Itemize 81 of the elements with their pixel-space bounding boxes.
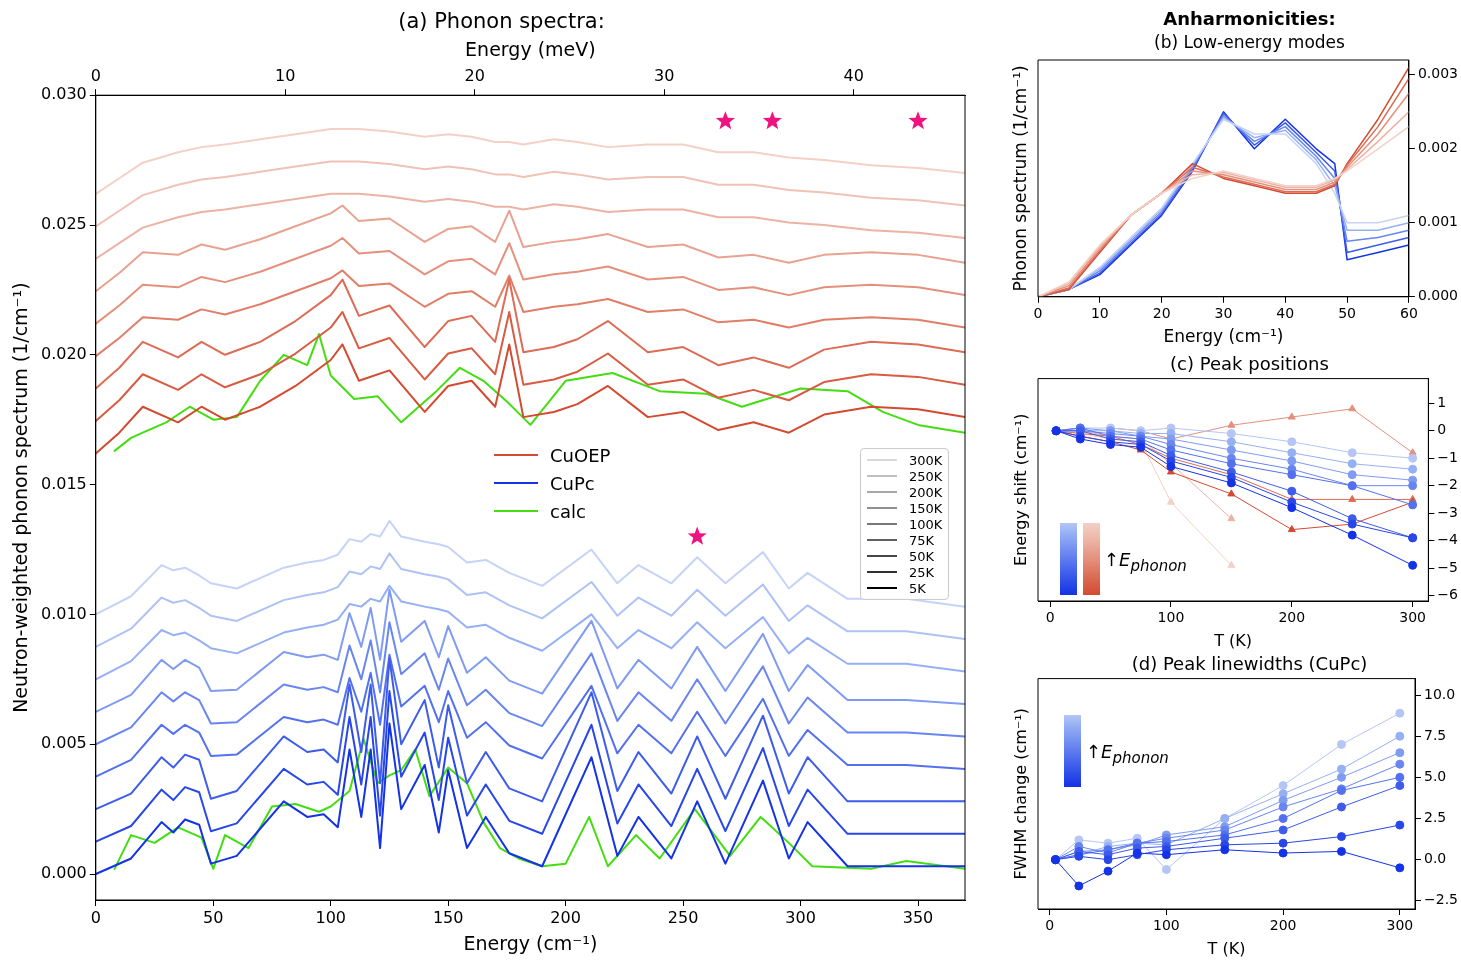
y-axis-title: Energy shift (cm⁻¹) xyxy=(1011,413,1031,567)
y-tick-label: 0.001 xyxy=(1417,213,1459,230)
chart-title: (d) Peak linewidths (CuPc) xyxy=(1131,653,1368,675)
x2-axis-title: Energy (meV) xyxy=(465,37,596,60)
x-tick-label: 350 xyxy=(902,907,934,927)
annotation: ↑E$_{phonon}$ xyxy=(1104,549,1187,575)
y-tick-label: 5.0 xyxy=(1424,767,1447,784)
y-tick-label: −2.5 xyxy=(1424,891,1458,908)
y-tick-label: −3 xyxy=(1437,503,1458,520)
y-tick-label: 1 xyxy=(1437,393,1447,410)
y-tick-label: 0.005 xyxy=(40,733,87,753)
x-tick-label: 50 xyxy=(203,907,224,927)
legend-label: CuOEP xyxy=(550,444,611,466)
legend-label: 50K xyxy=(909,548,935,564)
y-tick-label: −6 xyxy=(1437,586,1459,603)
y-tick-label: −2 xyxy=(1437,476,1458,493)
y-tick-label: 0.0 xyxy=(1424,850,1447,867)
y-tick-label: 0.003 xyxy=(1417,65,1459,82)
legend-label: 150K xyxy=(909,500,943,516)
chart-title: (c) Peak positions xyxy=(1170,353,1329,375)
annotation: ↑E$_{phonon}$ xyxy=(1086,741,1169,767)
x-tick-label: 300 xyxy=(785,907,816,927)
y-axis-title: Phonon spectrum (1/cm⁻¹) xyxy=(1010,65,1031,292)
x-tick-label: 0 xyxy=(1045,917,1055,934)
x-tick-label: 50 xyxy=(1338,304,1357,321)
x-tick-label: 30 xyxy=(1214,304,1233,321)
y-tick-label: 0.015 xyxy=(40,473,87,493)
y-tick-label: 10.0 xyxy=(1424,685,1456,702)
x-axis-title: T (K) xyxy=(1213,630,1253,650)
y-tick-label: 0.010 xyxy=(40,603,87,623)
y-tick-label: −5 xyxy=(1437,558,1458,575)
legend-label: 5K xyxy=(909,580,926,596)
chart-subtitle: (b) Low-energy modes xyxy=(1154,32,1346,53)
x2-tick-label: 40 xyxy=(843,65,864,85)
x-tick-label: 60 xyxy=(1400,304,1418,321)
x-axis-title: T (K) xyxy=(1206,938,1246,958)
x-tick-label: 0 xyxy=(90,907,101,927)
x2-tick-label: 30 xyxy=(654,65,675,85)
x-tick-label: 300 xyxy=(1399,609,1427,626)
x-tick-label: 200 xyxy=(1269,917,1297,934)
y-tick-label: 0.000 xyxy=(40,863,87,883)
y-tick-label: 0.030 xyxy=(40,84,87,104)
legend-label: 250K xyxy=(909,468,943,484)
chart-title: (a) Phonon spectra: xyxy=(398,9,605,34)
y-tick-label: 0.025 xyxy=(40,214,87,234)
y-tick-label: −4 xyxy=(1437,531,1459,548)
x-tick-label: 200 xyxy=(1278,609,1306,626)
legend-label: 25K xyxy=(909,564,935,580)
x-tick-label: 20 xyxy=(1152,304,1171,321)
x-tick-label: 0 xyxy=(1045,609,1055,626)
legend-label: calc xyxy=(550,500,586,522)
x-tick-label: 100 xyxy=(1153,917,1180,934)
y-tick-label: −1 xyxy=(1437,448,1458,465)
x2-tick-label: 0 xyxy=(90,65,101,85)
x-tick-label: 250 xyxy=(667,907,699,927)
legend-label: CuPc xyxy=(550,472,595,494)
x2-tick-label: 20 xyxy=(464,65,485,85)
x-axis-title: Energy (cm⁻¹) xyxy=(463,931,598,954)
x-tick-label: 100 xyxy=(1157,609,1185,626)
x-tick-label: 0 xyxy=(1033,304,1043,321)
y-tick-label: 2.5 xyxy=(1424,809,1447,826)
legend-label: 100K xyxy=(909,516,943,532)
x-tick-label: 300 xyxy=(1386,917,1414,934)
chart-title: Anharmonicities: xyxy=(1163,8,1336,30)
y-tick-label: 7.5 xyxy=(1424,726,1447,743)
x-tick-label: 150 xyxy=(432,907,464,927)
y-axis-title: FWHM change (cm⁻¹) xyxy=(1011,707,1031,880)
y-tick-label: 0.002 xyxy=(1417,139,1459,156)
legend-label: 200K xyxy=(909,484,943,500)
x-tick-label: 100 xyxy=(315,907,346,927)
x2-tick-label: 10 xyxy=(275,65,296,85)
legend-label: 300K xyxy=(909,452,943,468)
y-tick-label: 0.020 xyxy=(40,343,87,363)
y-tick-label: 0.000 xyxy=(1417,287,1459,304)
x-tick-label: 40 xyxy=(1276,304,1295,321)
legend-label: 75K xyxy=(909,532,935,548)
y-tick-label: 0 xyxy=(1437,421,1447,438)
y-axis-title: Neutron-weighted phonon spectrum (1/cm⁻¹) xyxy=(8,282,31,713)
x-tick-label: 10 xyxy=(1090,304,1109,321)
x-axis-title: Energy (cm⁻¹) xyxy=(1163,326,1284,347)
x-tick-label: 200 xyxy=(550,907,581,927)
